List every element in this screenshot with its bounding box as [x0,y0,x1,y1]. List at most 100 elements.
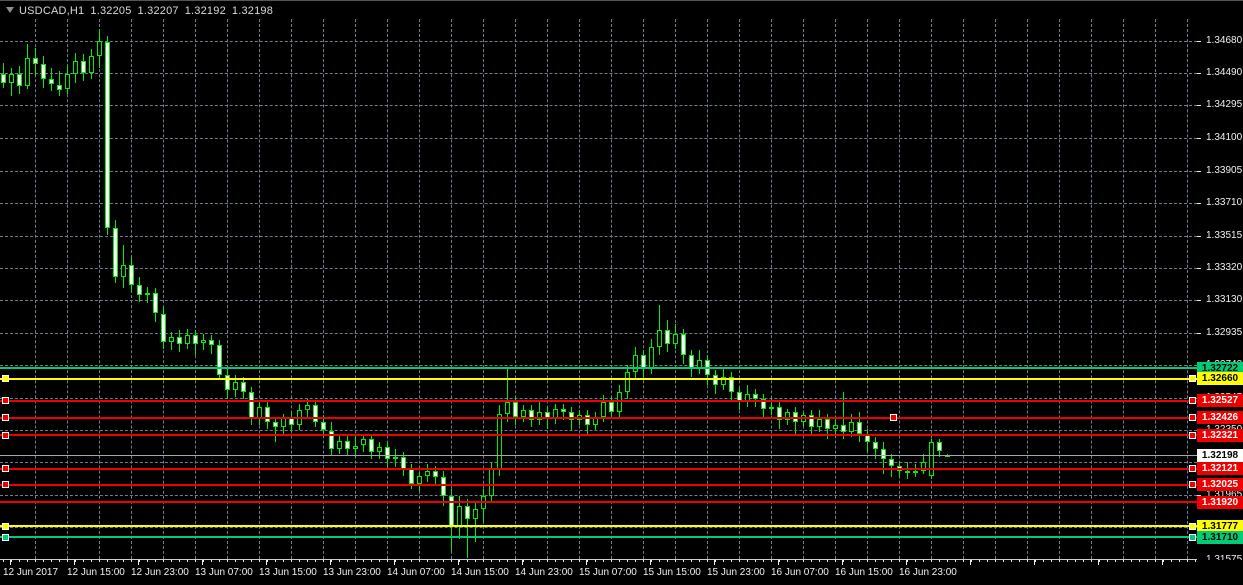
line-handle[interactable] [2,375,9,383]
horizontal-line-1.32025[interactable] [0,483,1197,486]
grid-line-horizontal [0,527,1197,528]
candle-wick [891,453,892,478]
time-major-tick [1098,560,1099,565]
line-handle[interactable] [2,397,9,405]
time-minor-tick [979,560,980,562]
horizontal-line-1.32121[interactable] [0,467,1197,470]
grid-line-vertical [1059,19,1060,559]
time-minor-tick [123,560,124,562]
line-handle[interactable] [2,431,9,439]
time-minor-tick [403,560,404,562]
candle-body [817,418,822,428]
line-handle[interactable] [2,465,9,473]
line-handle[interactable] [2,481,9,489]
time-minor-tick [83,560,84,562]
horizontal-line-1.32321[interactable] [0,434,1197,437]
time-minor-tick [907,560,908,562]
line-handle[interactable] [1189,397,1196,405]
horizontal-line-1.31710[interactable] [0,536,1197,539]
time-minor-tick [467,560,468,562]
time-major-tick [266,560,267,565]
time-minor-tick [59,560,60,562]
time-minor-tick [1019,560,1020,562]
grid-line-horizontal [0,300,1197,301]
time-minor-tick [931,560,932,562]
horizontal-line-1.31920[interactable] [0,501,1197,504]
horizontal-line-1.32722[interactable] [0,367,1197,370]
line-handle[interactable] [1189,533,1196,541]
candle-body [609,402,614,412]
candle-body [105,41,110,229]
time-minor-tick [723,560,724,562]
candle-body [193,335,198,344]
time-minor-tick [43,560,44,562]
time-minor-tick [691,560,692,562]
price-tag-1.31777: 1.31777 [1197,520,1243,533]
line-handle[interactable] [1189,375,1196,383]
grid-line-vertical [323,19,324,559]
time-minor-tick [1147,560,1148,562]
line-handle[interactable] [1189,431,1196,439]
time-axis-label: 13 Jun 07:00 [195,567,253,578]
chart-plot-area[interactable] [0,1,1197,561]
candle-body [233,382,238,391]
horizontal-line-1.32527[interactable] [0,399,1197,402]
grid-line-vertical [259,19,260,559]
horizontal-line-1.32660[interactable] [0,377,1197,380]
line-handle[interactable] [2,522,9,530]
candle-body [617,392,622,413]
candle-body [369,438,374,453]
candle-body [473,509,478,519]
line-handle[interactable] [1189,522,1196,530]
time-minor-tick [227,560,228,562]
time-minor-tick [179,560,180,562]
candle-body [841,425,846,433]
horizontal-line-1.31777[interactable] [0,525,1197,528]
price-tag-1.32660: 1.32660 [1197,372,1243,385]
time-minor-tick [795,560,796,562]
grid-line-horizontal [0,430,1197,431]
time-minor-tick [363,560,364,562]
time-minor-tick [435,560,436,562]
grid-line-vertical [483,19,484,559]
line-handle[interactable] [2,414,9,422]
candle-wick [59,71,60,97]
candle-body [41,64,46,80]
time-minor-tick [635,560,636,562]
candle-body [185,335,190,344]
time-major-tick [74,560,75,565]
time-axis[interactable]: 12 Jun 2017 12 Jun 15:00 12 Jun 23:00 13 Ju… [0,560,1243,585]
grid-line-horizontal [0,105,1197,106]
price-axis[interactable]: 1.34680 1.34490 1.34295 1.34100 1.33905 1.337… [1197,1,1243,585]
horizontal-line-1.32426[interactable] [0,416,1197,419]
time-axis-label: 15 Jun 23:00 [707,567,765,578]
horizontal-line-1.32198[interactable] [0,455,1197,457]
candle-body [433,470,438,478]
grid-line-vertical [1091,19,1092,559]
candle-body [537,412,542,421]
line-handle[interactable] [890,414,897,422]
candle-body [441,477,446,496]
candle-body [665,330,670,344]
candle-wick [275,417,276,443]
line-handle[interactable] [1189,465,1196,473]
time-minor-tick [915,560,916,562]
grid-line-horizontal [0,398,1197,399]
candle-body [377,447,382,453]
grid-line-vertical [547,19,548,559]
grid-line-vertical [1123,19,1124,559]
price-tick [1197,171,1201,172]
time-minor-tick [555,560,556,562]
time-minor-tick [155,560,156,562]
line-handle[interactable] [1189,481,1196,489]
line-handle[interactable] [1189,414,1196,422]
time-minor-tick [1123,560,1124,562]
line-handle[interactable] [2,533,9,541]
grid-line-vertical [195,19,196,559]
candle-body [313,405,318,423]
price-tick [1197,138,1201,139]
time-minor-tick [91,560,92,562]
time-minor-tick [291,560,292,562]
grid-line-vertical [675,19,676,559]
time-axis-label: 15 Jun 07:00 [579,567,637,578]
